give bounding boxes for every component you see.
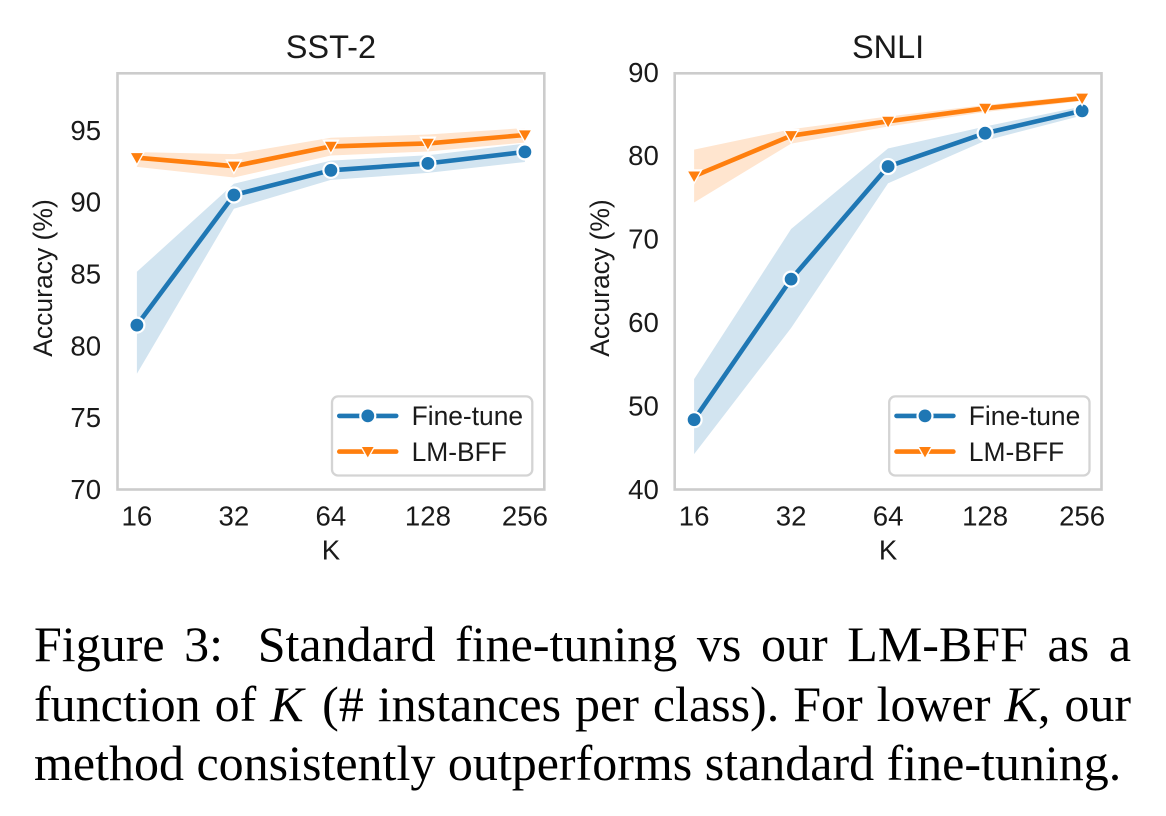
svg-text:32: 32: [776, 501, 807, 532]
svg-text:128: 128: [962, 501, 1008, 532]
svg-text:50: 50: [628, 391, 659, 422]
svg-text:K: K: [879, 534, 898, 565]
svg-text:Fine-tune: Fine-tune: [969, 401, 1081, 431]
svg-text:SNLI: SNLI: [852, 29, 924, 65]
svg-text:16: 16: [679, 501, 710, 532]
svg-text:70: 70: [628, 224, 659, 255]
svg-text:75: 75: [70, 402, 101, 433]
svg-text:95: 95: [70, 115, 101, 146]
svg-text:LM-BFF: LM-BFF: [969, 437, 1064, 467]
svg-text:64: 64: [316, 501, 347, 532]
svg-text:Accuracy (%): Accuracy (%): [585, 199, 615, 357]
svg-text:40: 40: [628, 474, 659, 505]
svg-text:256: 256: [502, 501, 548, 532]
svg-text:90: 90: [628, 57, 659, 88]
svg-text:Accuracy (%): Accuracy (%): [28, 199, 58, 357]
svg-text:90: 90: [70, 187, 101, 218]
svg-text:64: 64: [873, 501, 904, 532]
svg-text:K: K: [322, 534, 341, 565]
svg-text:Fine-tune: Fine-tune: [412, 401, 523, 431]
svg-text:128: 128: [405, 501, 451, 532]
svg-text:70: 70: [70, 474, 101, 505]
svg-text:SST-2: SST-2: [286, 29, 376, 65]
svg-text:80: 80: [628, 140, 659, 171]
svg-text:80: 80: [70, 330, 101, 361]
svg-text:32: 32: [219, 501, 250, 532]
svg-text:256: 256: [1059, 501, 1105, 532]
svg-text:16: 16: [122, 501, 153, 532]
svg-text:LM-BFF: LM-BFF: [412, 437, 507, 467]
svg-text:85: 85: [70, 259, 101, 290]
svg-text:60: 60: [628, 307, 659, 338]
